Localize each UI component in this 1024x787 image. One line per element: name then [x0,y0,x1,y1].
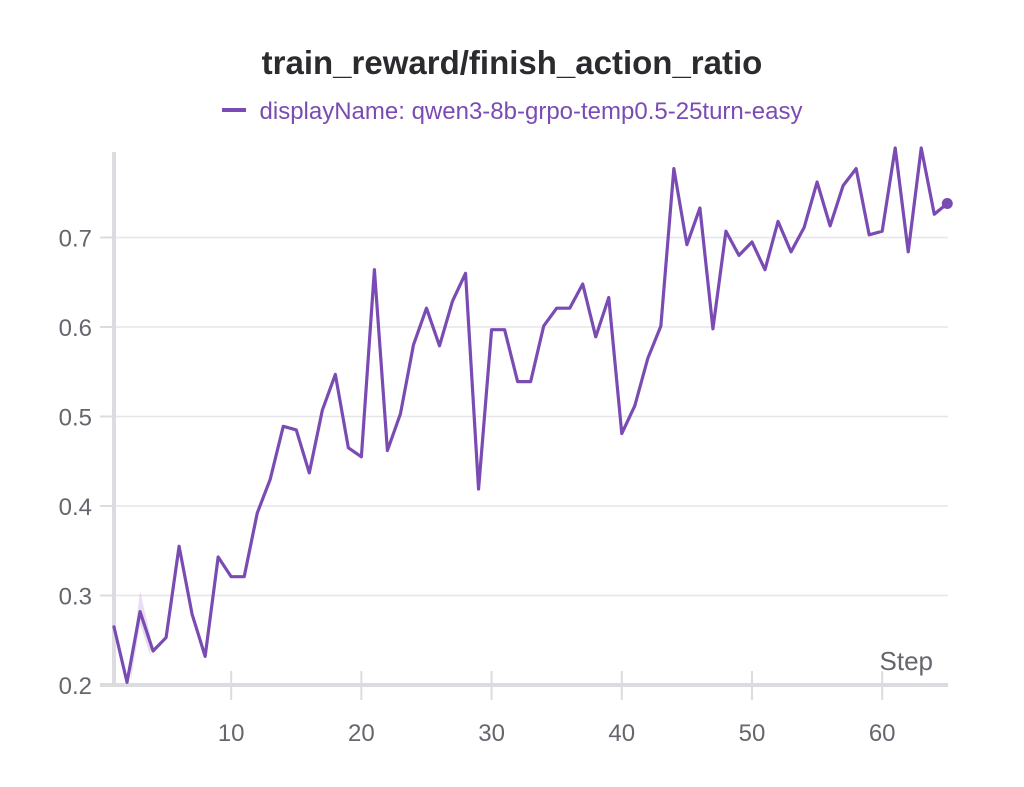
y-tick-label: 0.6 [59,315,92,342]
legend[interactable]: displayName: qwen3-8b-grpo-temp0.5-25tur… [0,98,1024,126]
x-tick-label: 10 [218,720,245,747]
y-tick-label: 0.5 [59,405,92,432]
x-tick-label: 50 [739,720,766,747]
series-line[interactable] [112,146,949,684]
series-last-point[interactable] [941,197,953,209]
x-axis-title: Step [880,646,934,676]
series-layer [112,146,953,684]
y-tick-label: 0.4 [59,494,92,521]
y-tick-label: 0.7 [59,226,92,253]
x-tick-label: 40 [608,720,635,747]
legend-label: displayName: qwen3-8b-grpo-temp0.5-25tur… [259,98,803,125]
x-tick-label: 20 [348,720,375,747]
legend-swatch [221,107,246,112]
grid-layer [114,236,948,597]
y-tick-label: 0.3 [59,584,92,611]
y-tick-label: 0.2 [59,673,92,700]
axis-layer: 0.2 0.3 0.4 0.5 0.6 0.7 10 20 30 40 50 60 Step [59,152,948,747]
chart-title: train_reward/finish_action_ratio [261,44,763,81]
x-tick-label: 60 [869,720,896,747]
x-tick-label: 30 [478,720,505,747]
